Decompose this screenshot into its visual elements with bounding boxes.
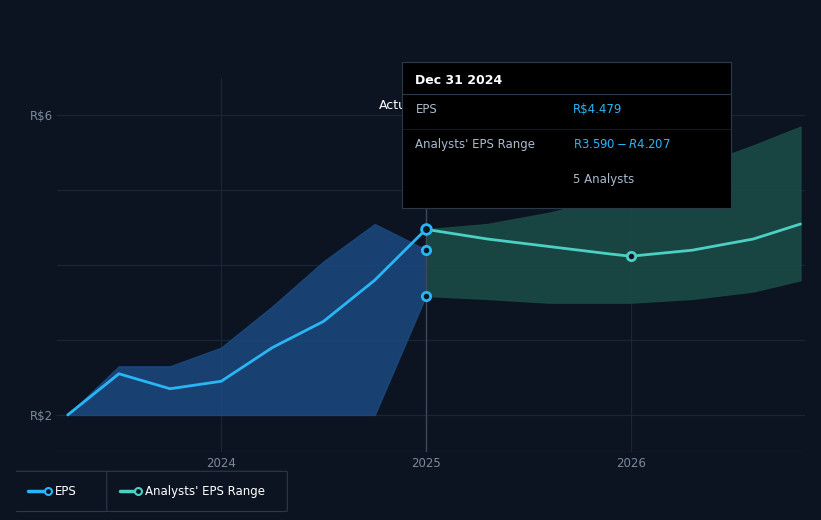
Text: EPS: EPS (415, 103, 437, 116)
Text: 5 Analysts: 5 Analysts (573, 173, 635, 186)
FancyBboxPatch shape (14, 471, 109, 512)
Text: Analysts Forecasts: Analysts Forecasts (434, 99, 550, 112)
Text: R$4.479: R$4.479 (573, 103, 622, 116)
Text: Dec 31 2024: Dec 31 2024 (415, 74, 502, 87)
Text: EPS: EPS (55, 485, 76, 498)
FancyBboxPatch shape (107, 471, 287, 512)
Text: Analysts' EPS Range: Analysts' EPS Range (415, 138, 535, 151)
Text: Actual: Actual (378, 99, 418, 112)
Text: Analysts' EPS Range: Analysts' EPS Range (145, 485, 265, 498)
Text: R$3.590 - R$4.207: R$3.590 - R$4.207 (573, 138, 671, 151)
